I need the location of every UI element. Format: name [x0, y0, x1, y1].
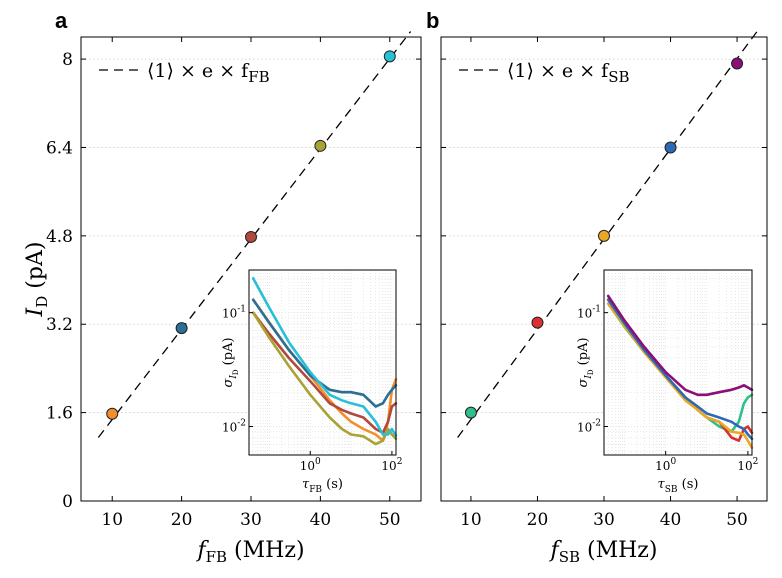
inset-x-axis-label: τFB (s): [302, 477, 343, 495]
inset-series-line: [606, 294, 754, 397]
x-tick-label: 40: [310, 510, 332, 530]
y-tick-label: 1.6: [46, 404, 73, 424]
inset-x-tick-label: 102: [381, 457, 402, 473]
inset-series-line: [251, 311, 398, 446]
x-tick-label: 50: [726, 510, 748, 530]
inset-y-axis-label: σID (pA): [221, 337, 240, 387]
legend-label: ⟨1⟩ × e × fSB: [507, 60, 630, 86]
x-tick-label: 10: [460, 510, 482, 530]
inset-x-tick-label: 102: [737, 457, 758, 473]
inset-series-line: [606, 298, 754, 441]
legend-label: ⟨1⟩ × e × fFB: [147, 60, 270, 86]
panel-a: a 10 20 30 40 50 0 1.6 3.2 4.8 6.4 8 fFB (MHz) ID (pA…: [23, 8, 422, 566]
inset-y-tick-label: 10-1: [577, 305, 601, 321]
x-axis-label: fFB (MHz): [195, 538, 304, 566]
x-tick-label: 20: [527, 510, 549, 530]
y-tick-label: 3.2: [46, 315, 73, 335]
x-axis-label: fSB (MHz): [549, 538, 658, 566]
data-point: [175, 322, 188, 335]
inset-y-tick-label: 10-1: [222, 305, 246, 321]
inset-x-axis-label: τSB (s): [658, 477, 699, 495]
x-tick-label: 40: [660, 510, 682, 530]
y-tick-label: 6.4: [46, 138, 73, 158]
y-tick-label: 4.8: [46, 227, 73, 247]
data-point: [464, 406, 477, 419]
data-point: [314, 139, 327, 152]
data-point: [731, 57, 744, 70]
inset-series-line: [251, 277, 398, 438]
inset-series-line: [251, 298, 398, 408]
inset-y-tick-label: 10-2: [577, 419, 601, 435]
x-tick-label: 10: [101, 510, 123, 530]
inset-series-line: [606, 302, 754, 450]
data-point: [531, 316, 544, 329]
inset-x-tick-label: 100: [300, 457, 321, 473]
inset-a: 100 102 10-2 10-1 τFB (s) σID (pA): [221, 269, 402, 495]
inset-series-line: [251, 311, 398, 435]
inset-frame: [603, 269, 753, 456]
y-tick-label: 8: [62, 50, 73, 70]
inset-y-axis-label: σID (pA): [576, 337, 595, 387]
inset-y-tick-label: 10-2: [222, 419, 246, 435]
y-axis-label: ID (pA): [23, 242, 51, 318]
data-point: [664, 141, 677, 154]
panel-letter-a: a: [55, 8, 68, 33]
fit-line: [457, 31, 758, 438]
data-point: [106, 407, 119, 420]
x-tick-label: 50: [379, 510, 401, 530]
x-tick-label: 30: [593, 510, 615, 530]
inset-x-tick-label: 100: [655, 457, 676, 473]
data-point: [383, 50, 396, 63]
data-point: [245, 230, 257, 243]
data-point: [598, 229, 610, 242]
inset-frame: [248, 269, 397, 456]
inset-b: 100 102 10-2 10-1 τSB (s) σID (pA): [576, 269, 758, 495]
panel-letter-b: b: [426, 8, 439, 33]
x-tick-label: 20: [171, 510, 193, 530]
x-tick-label: 30: [240, 510, 262, 530]
y-tick-label: 0: [62, 492, 73, 512]
